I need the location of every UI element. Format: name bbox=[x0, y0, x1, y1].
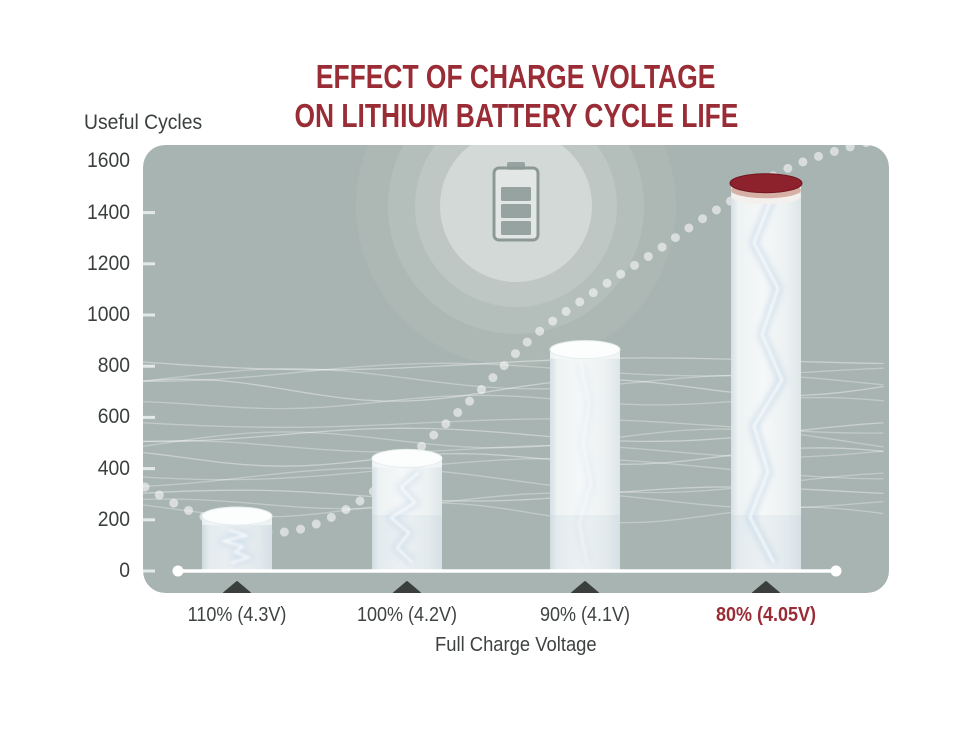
lightning-texture bbox=[387, 469, 422, 566]
red-cap bbox=[729, 173, 803, 194]
chart-title: EFFECT OF CHARGE VOLTAGE ON LITHIUM BATT… bbox=[143, 57, 889, 135]
bar-110% (4.3V) bbox=[201, 506, 273, 572]
chart-panel bbox=[143, 145, 889, 593]
bar-top-ellipse bbox=[549, 340, 621, 360]
bar-top-ellipse bbox=[371, 448, 443, 468]
battery-icon bbox=[492, 162, 540, 242]
x-category-label: 100% (4.2V) bbox=[356, 604, 458, 626]
triangle-up-marker bbox=[223, 581, 251, 593]
category-markers bbox=[223, 581, 780, 593]
y-tick-label: 400 bbox=[97, 456, 130, 480]
y-tick-label: 0 bbox=[119, 559, 130, 582]
x-axis-line bbox=[172, 565, 842, 577]
trend-dotted-line bbox=[143, 145, 880, 537]
y-tick-label: 1400 bbox=[87, 200, 130, 224]
chart-title-line2: ON LITHIUM BATTERY CYCLE LIFE bbox=[294, 97, 738, 134]
y-axis-title: Useful Cycles bbox=[84, 111, 203, 134]
chart-title-line1: EFFECT OF CHARGE VOLTAGE bbox=[316, 58, 716, 95]
y-axis-tick-marks bbox=[143, 211, 155, 573]
y-tick-label: 200 bbox=[97, 507, 130, 531]
axis-endpoint-right bbox=[830, 565, 842, 577]
triangle-up-marker bbox=[571, 581, 599, 593]
bars bbox=[201, 173, 803, 572]
bar-90% (4.1V) bbox=[549, 340, 621, 572]
bar-100% (4.2V) bbox=[371, 448, 443, 572]
bar-80% (4.05V) bbox=[729, 173, 803, 572]
x-axis-title: Full Charge Voltage bbox=[435, 634, 597, 656]
x-category-label: 90% (4.1V) bbox=[539, 604, 631, 626]
triangle-up-marker bbox=[393, 581, 421, 593]
triangle-up-marker bbox=[752, 581, 780, 593]
bar-top-ellipse bbox=[201, 506, 273, 526]
lightning-texture bbox=[746, 195, 786, 565]
y-tick-label: 800 bbox=[97, 354, 130, 378]
lightning-texture bbox=[575, 362, 595, 564]
axis-endpoint-left bbox=[172, 565, 184, 577]
y-tick-label: 1600 bbox=[87, 149, 130, 173]
y-tick-label: 1200 bbox=[87, 251, 130, 275]
x-category-label: 80% (4.05V) bbox=[715, 604, 817, 626]
y-tick-label: 1000 bbox=[87, 303, 130, 326]
x-category-label: 110% (4.3V) bbox=[187, 604, 287, 626]
y-tick-label: 600 bbox=[97, 405, 130, 429]
lightning-texture bbox=[219, 526, 253, 567]
